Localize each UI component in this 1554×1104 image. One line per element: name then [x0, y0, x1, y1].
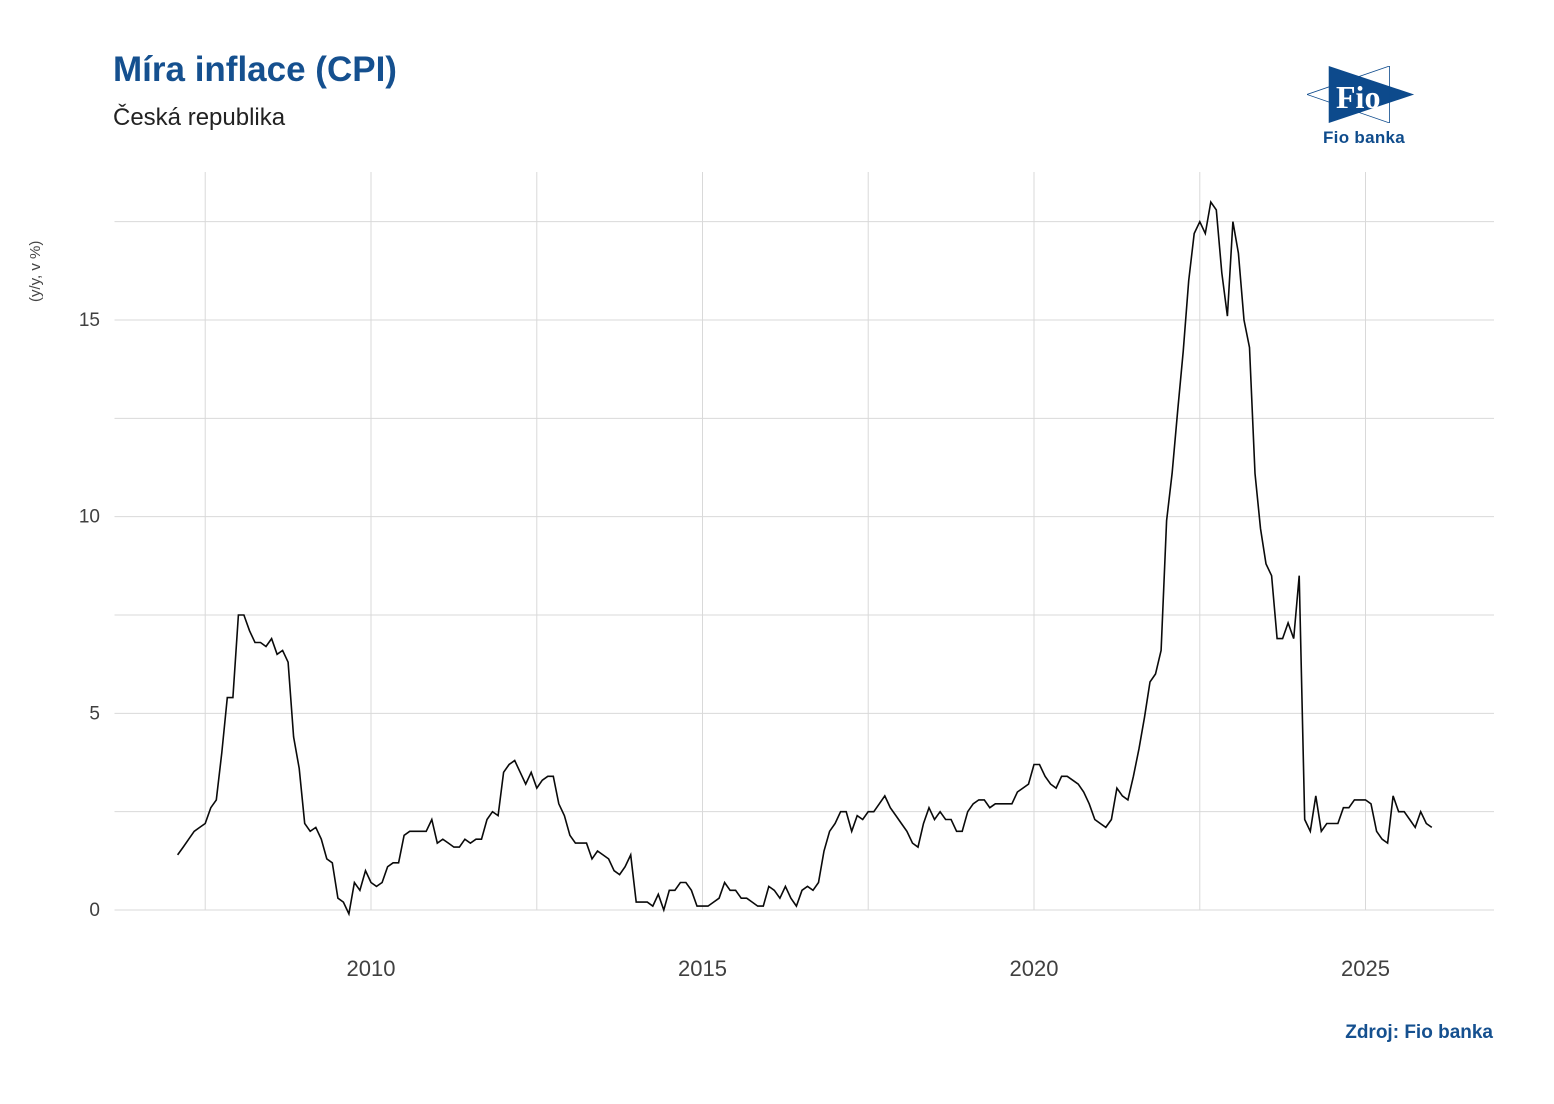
svg-text:2015: 2015 [678, 956, 727, 981]
svg-text:2020: 2020 [1010, 956, 1059, 981]
svg-text:2010: 2010 [347, 956, 396, 981]
svg-text:15: 15 [79, 310, 100, 331]
svg-text:2025: 2025 [1341, 956, 1390, 981]
svg-text:0: 0 [89, 900, 100, 921]
svg-text:10: 10 [79, 507, 100, 528]
svg-text:5: 5 [89, 703, 100, 724]
